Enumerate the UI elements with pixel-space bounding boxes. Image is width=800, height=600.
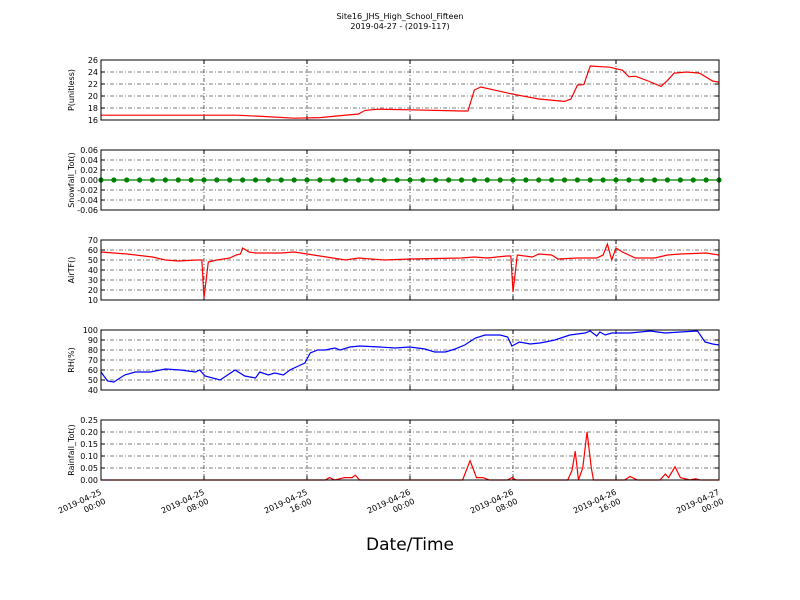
data-point bbox=[252, 177, 259, 183]
y-tick-label: 26 bbox=[88, 56, 98, 65]
y-tick-label: 0.00 bbox=[80, 176, 98, 185]
data-point bbox=[497, 177, 503, 183]
data-point bbox=[420, 177, 426, 183]
y-tick-label: 22 bbox=[88, 80, 98, 89]
data-point bbox=[484, 177, 490, 183]
y-axis-label: Rainfall_Tot() bbox=[67, 424, 76, 476]
y-tick-label: -0.04 bbox=[77, 196, 98, 205]
data-point bbox=[587, 177, 593, 183]
y-tick-label: 70 bbox=[88, 356, 98, 365]
data-line bbox=[100, 330, 720, 383]
y-tick-label: 18 bbox=[88, 104, 98, 113]
data-point bbox=[549, 177, 555, 183]
y-tick-label: 0.20 bbox=[80, 428, 98, 437]
data-point bbox=[317, 177, 323, 183]
data-point bbox=[188, 177, 194, 183]
data-point bbox=[664, 177, 671, 183]
y-tick-label: 0.00 bbox=[80, 476, 98, 485]
data-point bbox=[137, 177, 143, 183]
data-point bbox=[291, 177, 297, 183]
data-point bbox=[690, 177, 696, 183]
data-point bbox=[227, 177, 233, 183]
y-tick-label: 0.02 bbox=[80, 166, 98, 175]
data-point bbox=[149, 177, 156, 183]
data-point bbox=[265, 177, 271, 183]
y-tick-label: 16 bbox=[88, 116, 98, 125]
data-point bbox=[574, 177, 580, 183]
y-tick-label: 30 bbox=[88, 276, 98, 285]
y-tick-label: 60 bbox=[88, 246, 98, 255]
y-tick-label: -0.02 bbox=[77, 186, 98, 195]
data-point bbox=[523, 177, 529, 183]
data-point bbox=[201, 177, 207, 183]
y-tick-label: 0.06 bbox=[80, 146, 98, 155]
y-tick-label: 40 bbox=[88, 266, 98, 275]
data-line bbox=[100, 242, 720, 299]
data-point bbox=[471, 177, 477, 183]
y-tick-label: 10 bbox=[88, 296, 98, 305]
plot-frame bbox=[100, 419, 720, 481]
data-point bbox=[278, 177, 284, 183]
y-axis-label: AirTF() bbox=[67, 257, 76, 284]
y-axis-label: P(unitless) bbox=[67, 69, 76, 111]
data-point bbox=[510, 177, 516, 183]
data-point bbox=[639, 177, 645, 183]
data-point bbox=[446, 177, 452, 183]
plot-frame bbox=[100, 329, 720, 391]
data-point bbox=[600, 177, 606, 183]
data-line bbox=[101, 431, 719, 481]
y-axis-label: Snowfall_Tot() bbox=[67, 152, 76, 208]
data-point bbox=[703, 177, 709, 183]
y-tick-label: 90 bbox=[88, 336, 98, 345]
plot-frame bbox=[100, 149, 720, 211]
y-tick-label: 50 bbox=[88, 376, 98, 385]
plot-frame bbox=[100, 239, 720, 301]
y-tick-label: 60 bbox=[88, 366, 98, 375]
data-point bbox=[330, 177, 336, 183]
data-point bbox=[124, 177, 130, 183]
data-point bbox=[175, 177, 181, 183]
y-tick-label: 0.25 bbox=[80, 416, 98, 425]
plot-frame bbox=[100, 59, 720, 121]
chart-title: Site16_JHS_High_School_Fifteen bbox=[337, 12, 464, 21]
chart-subtitle: 2019-04-27 - (2019-117) bbox=[350, 22, 449, 31]
data-point bbox=[214, 177, 220, 183]
data-point bbox=[381, 177, 387, 183]
data-point bbox=[111, 177, 117, 183]
data-point bbox=[343, 177, 349, 183]
y-tick-label: 100 bbox=[83, 326, 98, 335]
data-point bbox=[240, 177, 246, 183]
data-point bbox=[561, 177, 568, 183]
data-point bbox=[355, 177, 362, 183]
data-point bbox=[458, 177, 465, 183]
data-line bbox=[101, 65, 720, 119]
y-tick-label: 50 bbox=[88, 256, 98, 265]
x-axis-label: Date/Time bbox=[366, 535, 454, 555]
data-point bbox=[368, 177, 374, 183]
y-tick-label: 0.15 bbox=[80, 440, 98, 449]
data-point bbox=[536, 177, 542, 183]
data-point bbox=[304, 177, 310, 183]
data-point bbox=[162, 177, 168, 183]
y-tick-label: -0.06 bbox=[77, 206, 98, 215]
data-point bbox=[394, 177, 400, 183]
y-tick-label: 80 bbox=[88, 346, 98, 355]
y-tick-label: 0.04 bbox=[80, 156, 98, 165]
y-tick-label: 0.05 bbox=[80, 464, 98, 473]
data-point bbox=[652, 177, 658, 183]
y-tick-label: 20 bbox=[88, 92, 98, 101]
data-point bbox=[677, 177, 683, 183]
y-tick-label: 20 bbox=[88, 286, 98, 295]
y-tick-label: 70 bbox=[88, 236, 98, 245]
data-point bbox=[433, 177, 439, 183]
y-tick-label: 24 bbox=[88, 68, 98, 77]
y-tick-label: 40 bbox=[88, 386, 98, 395]
y-tick-label: 0.10 bbox=[80, 452, 98, 461]
data-point bbox=[626, 177, 632, 183]
data-point bbox=[613, 177, 619, 183]
y-axis-label: RH(%) bbox=[67, 347, 76, 372]
data-point bbox=[407, 177, 413, 183]
